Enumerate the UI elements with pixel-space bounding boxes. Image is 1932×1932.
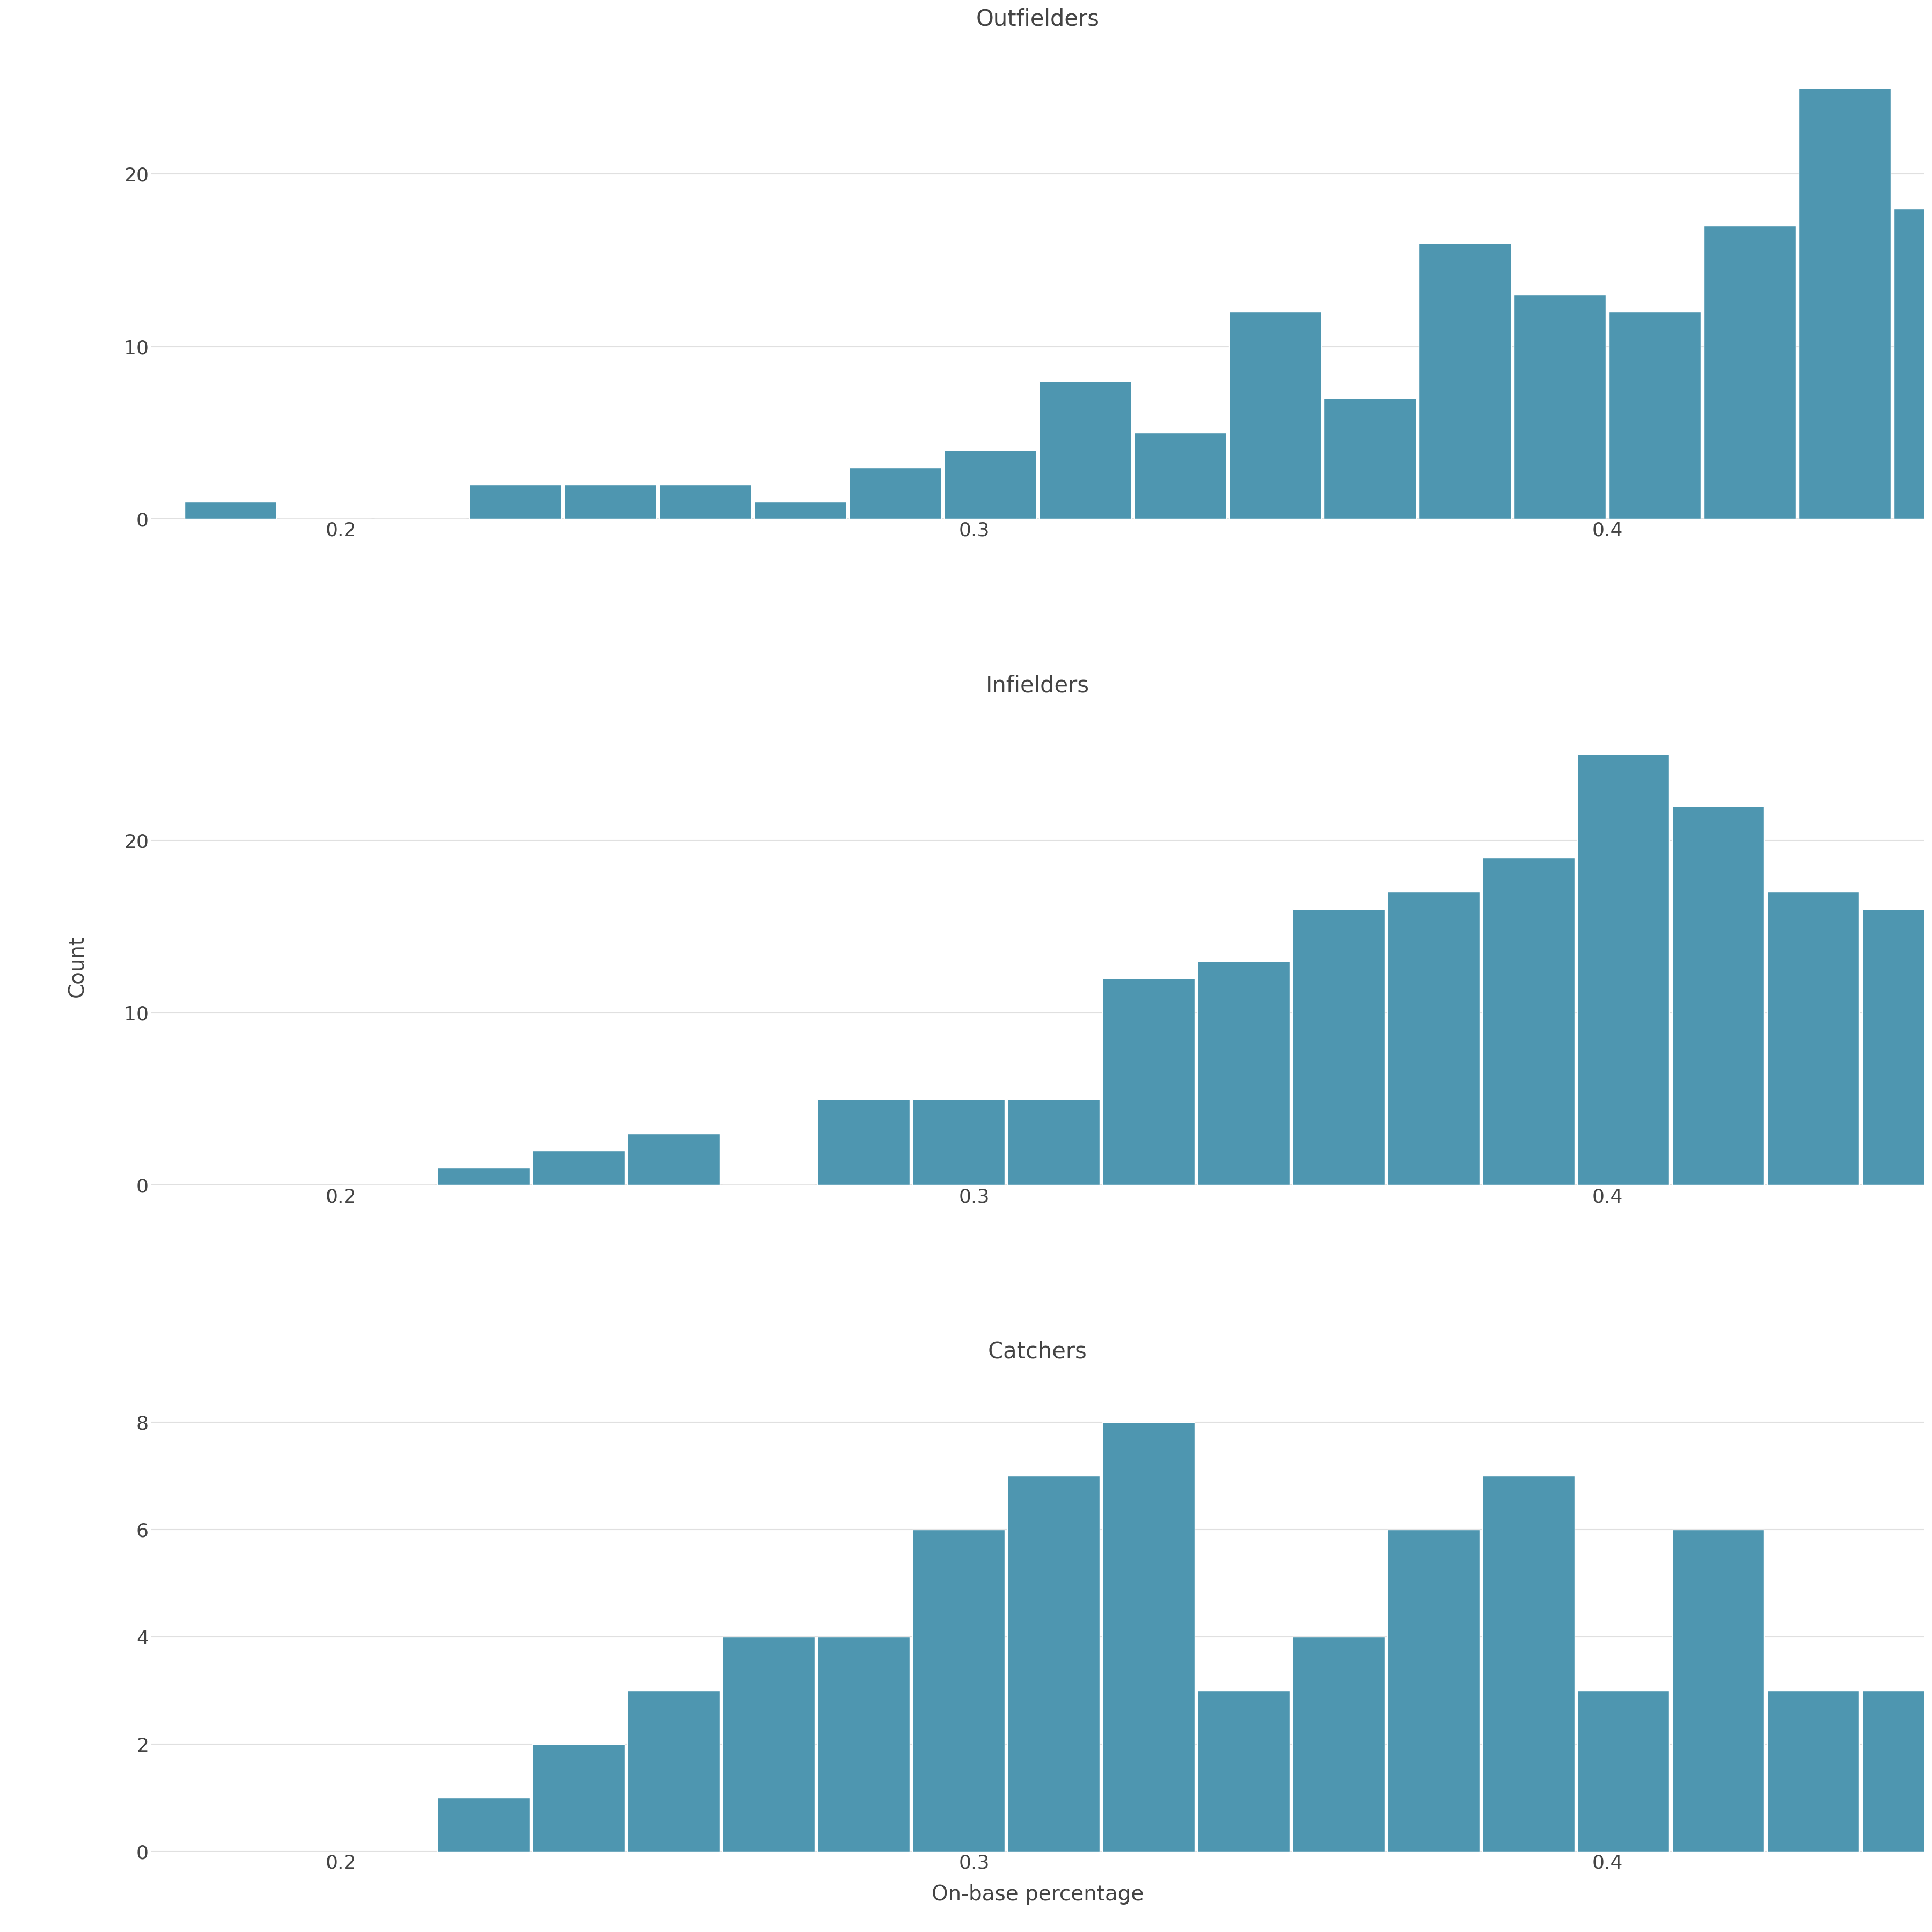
Bar bbox=[1482, 858, 1575, 1184]
Bar bbox=[1323, 398, 1416, 520]
Bar bbox=[1103, 978, 1194, 1184]
Bar bbox=[817, 1636, 910, 1851]
Bar bbox=[1103, 1422, 1194, 1851]
Text: Count: Count bbox=[68, 935, 87, 997]
Title: Infielders: Infielders bbox=[985, 674, 1090, 697]
Bar bbox=[1515, 296, 1605, 520]
Bar bbox=[1387, 1530, 1480, 1851]
Bar bbox=[1387, 893, 1480, 1184]
Bar bbox=[1293, 1636, 1385, 1851]
Bar bbox=[1577, 753, 1669, 1184]
Bar bbox=[1799, 89, 1891, 520]
Bar bbox=[628, 1690, 719, 1851]
Bar bbox=[1007, 1476, 1099, 1851]
Bar bbox=[1704, 226, 1797, 520]
Bar bbox=[1198, 1690, 1289, 1851]
Bar bbox=[1482, 1476, 1575, 1851]
Bar bbox=[469, 485, 562, 520]
Title: Catchers: Catchers bbox=[987, 1341, 1088, 1364]
Bar bbox=[437, 1799, 529, 1851]
Bar bbox=[184, 502, 276, 520]
Bar bbox=[912, 1099, 1005, 1184]
Bar bbox=[848, 468, 941, 520]
Bar bbox=[912, 1530, 1005, 1851]
Bar bbox=[533, 1151, 624, 1184]
Bar bbox=[753, 502, 846, 520]
Title: Outfielders: Outfielders bbox=[976, 8, 1099, 31]
Bar bbox=[564, 485, 657, 520]
Bar bbox=[1862, 1690, 1932, 1851]
Bar bbox=[533, 1745, 624, 1851]
Bar bbox=[437, 1169, 529, 1184]
Bar bbox=[1671, 1530, 1764, 1851]
Bar bbox=[1198, 960, 1289, 1184]
Bar bbox=[1007, 1099, 1099, 1184]
Bar bbox=[723, 1636, 815, 1851]
Bar bbox=[1229, 313, 1321, 520]
Bar bbox=[945, 450, 1036, 520]
Bar bbox=[817, 1099, 910, 1184]
Bar bbox=[659, 485, 752, 520]
Bar bbox=[1039, 381, 1130, 520]
Bar bbox=[1609, 313, 1700, 520]
Bar bbox=[1577, 1690, 1669, 1851]
Bar bbox=[628, 1134, 719, 1184]
Bar bbox=[1293, 910, 1385, 1184]
Bar bbox=[1134, 433, 1227, 520]
X-axis label: On-base percentage: On-base percentage bbox=[931, 1884, 1144, 1905]
Bar bbox=[1768, 893, 1859, 1184]
Bar bbox=[1768, 1690, 1859, 1851]
Bar bbox=[1418, 243, 1511, 520]
Bar bbox=[1893, 209, 1932, 520]
Bar bbox=[1671, 806, 1764, 1184]
Bar bbox=[1862, 910, 1932, 1184]
